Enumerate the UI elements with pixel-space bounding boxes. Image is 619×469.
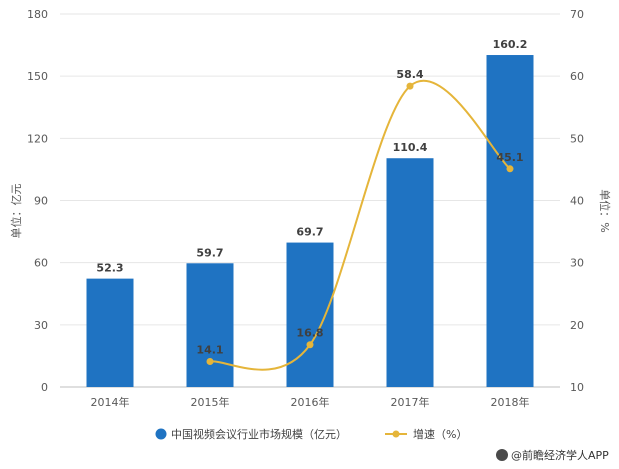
bar (86, 278, 134, 387)
line-value-label: 16.8 (296, 327, 323, 340)
bar-value-label: 59.7 (196, 246, 223, 259)
line-series: 14.1 16.8 58.4 45.1 (196, 68, 524, 371)
y-tick-label: 30 (34, 319, 48, 332)
line-point (306, 341, 314, 349)
y-axis-right: 10 20 30 40 50 60 70 (570, 8, 584, 394)
x-tick-label: 2017年 (391, 395, 430, 409)
y-axis-left: 0 30 60 90 120 150 180 (27, 8, 48, 394)
source-credit: @前瞻经济学人APP (496, 448, 609, 462)
y-axis-right-title: 单位：% (598, 189, 612, 232)
y-tick-label: 90 (34, 195, 48, 208)
y-tick-label: 180 (27, 8, 48, 21)
legend-bar-label: 中国视频会议行业市场规模（亿元） (171, 427, 347, 441)
line-point (406, 82, 414, 90)
y-tick-label: 0 (41, 381, 48, 394)
y2-tick-label: 70 (570, 8, 584, 21)
y2-tick-label: 30 (570, 257, 584, 270)
y2-tick-label: 60 (570, 70, 584, 83)
x-axis: 2014年 2015年 2016年 2017年 2018年 (91, 395, 530, 409)
bar-value-label: 160.2 (493, 38, 528, 51)
y2-tick-label: 50 (570, 132, 584, 145)
y-tick-label: 120 (27, 132, 48, 145)
bar (486, 55, 534, 387)
y2-tick-label: 20 (570, 319, 584, 332)
source-logo-icon (496, 449, 508, 461)
bar (186, 263, 234, 387)
line-point (506, 165, 514, 173)
legend-line-dot (392, 430, 400, 438)
x-tick-label: 2018年 (491, 395, 530, 409)
y-axis-left-title: 单位：亿元 (9, 184, 23, 239)
y-tick-label: 60 (34, 257, 48, 270)
line-value-label: 45.1 (496, 151, 523, 164)
bar-series: 52.3 59.7 69.7 110.4 160.2 (86, 38, 534, 387)
legend-line-label: 增速（%） (413, 427, 467, 441)
bar (386, 158, 434, 387)
y2-tick-label: 40 (570, 195, 584, 208)
bar-value-label: 69.7 (296, 226, 323, 239)
x-tick-label: 2016年 (291, 395, 330, 409)
bar-value-label: 110.4 (393, 141, 428, 154)
x-tick-label: 2015年 (191, 395, 230, 409)
x-tick-label: 2014年 (91, 395, 130, 409)
bar-value-label: 52.3 (96, 262, 123, 275)
y2-tick-label: 10 (570, 381, 584, 394)
line-value-label: 58.4 (396, 68, 423, 81)
line-point (206, 358, 214, 366)
growth-line (209, 79, 511, 371)
y-tick-label: 150 (27, 70, 48, 83)
legend-bar-marker (155, 428, 167, 440)
source-text: @前瞻经济学人APP (511, 448, 609, 462)
legend: 中国视频会议行业市场规模（亿元） 增速（%） (155, 427, 467, 441)
line-value-label: 14.1 (196, 344, 223, 357)
